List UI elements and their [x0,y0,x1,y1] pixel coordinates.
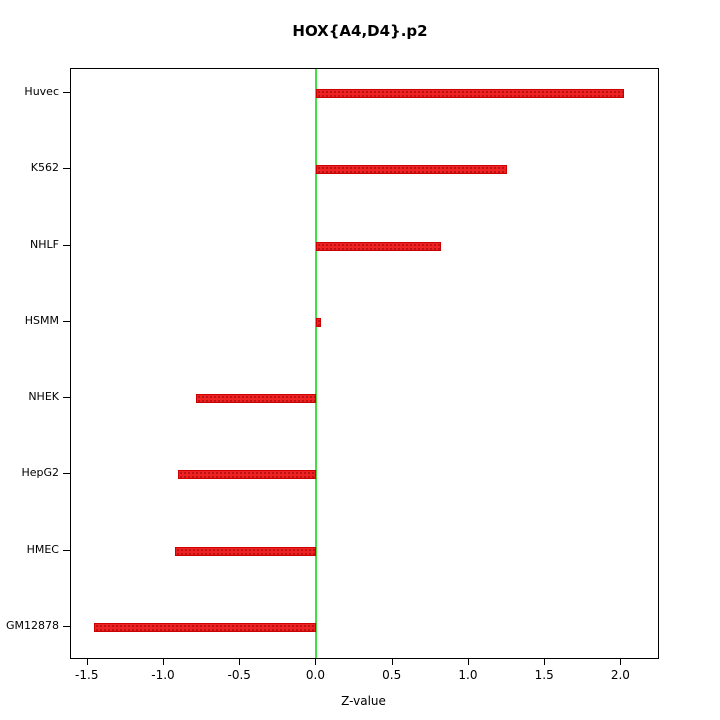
x-axis-tick-label: -1.5 [75,668,99,682]
bar-hsmm [316,317,322,327]
y-axis-tick [63,549,70,551]
x-axis-tick [391,658,393,665]
chart-title: HOX{A4,D4}.p2 [292,22,428,40]
y-axis-label-nhek: NHEK [28,390,59,404]
y-axis-label-gm12878: GM12878 [5,619,59,632]
bar-k562 [316,165,508,175]
y-axis-label-hmec: HMEC [26,542,59,556]
x-axis-tick [544,658,546,665]
x-axis-tick-label: 2.0 [610,668,630,682]
y-axis-label-hepg2: HepG2 [21,466,59,480]
plot-area [70,68,659,659]
bar-hepg2 [177,470,317,480]
y-axis-tick [63,168,70,170]
y-axis-label-hsmm: HSMM [24,313,59,327]
x-axis-tick-label: 1.5 [534,668,554,682]
bar-nhek [196,394,317,404]
y-axis-label-k562: K562 [30,161,59,175]
x-axis-tick-label: 0.5 [382,668,402,682]
y-axis-tick [63,397,70,399]
x-axis-tick [86,658,88,665]
x-axis-tick [467,658,469,665]
x-axis-tick [239,658,241,665]
y-axis-tick [63,92,70,93]
x-axis-tick-label: -1.0 [151,668,175,682]
y-axis-label-nhlf: NHLF [30,237,59,251]
y-axis-tick [63,320,70,322]
bar-nhlf [316,241,442,251]
x-axis-tick-label: 0.0 [305,668,326,682]
y-axis-tick [63,626,70,627]
x-axis-tick [315,658,317,665]
x-axis-tick [163,658,164,665]
zero-line [315,69,318,658]
x-axis-tick [620,658,622,665]
x-axis-tick-label: -0.5 [227,668,251,682]
y-axis-label-huvec: Huvec [24,85,59,98]
bar-huvec [316,89,625,98]
bar-gm12878 [93,623,317,632]
y-axis-tick [63,473,70,475]
bar-hmec [174,546,317,556]
x-axis-title: Z-value [341,694,386,708]
x-axis-tick-label: 1.0 [458,668,478,682]
y-axis-tick [63,244,70,246]
